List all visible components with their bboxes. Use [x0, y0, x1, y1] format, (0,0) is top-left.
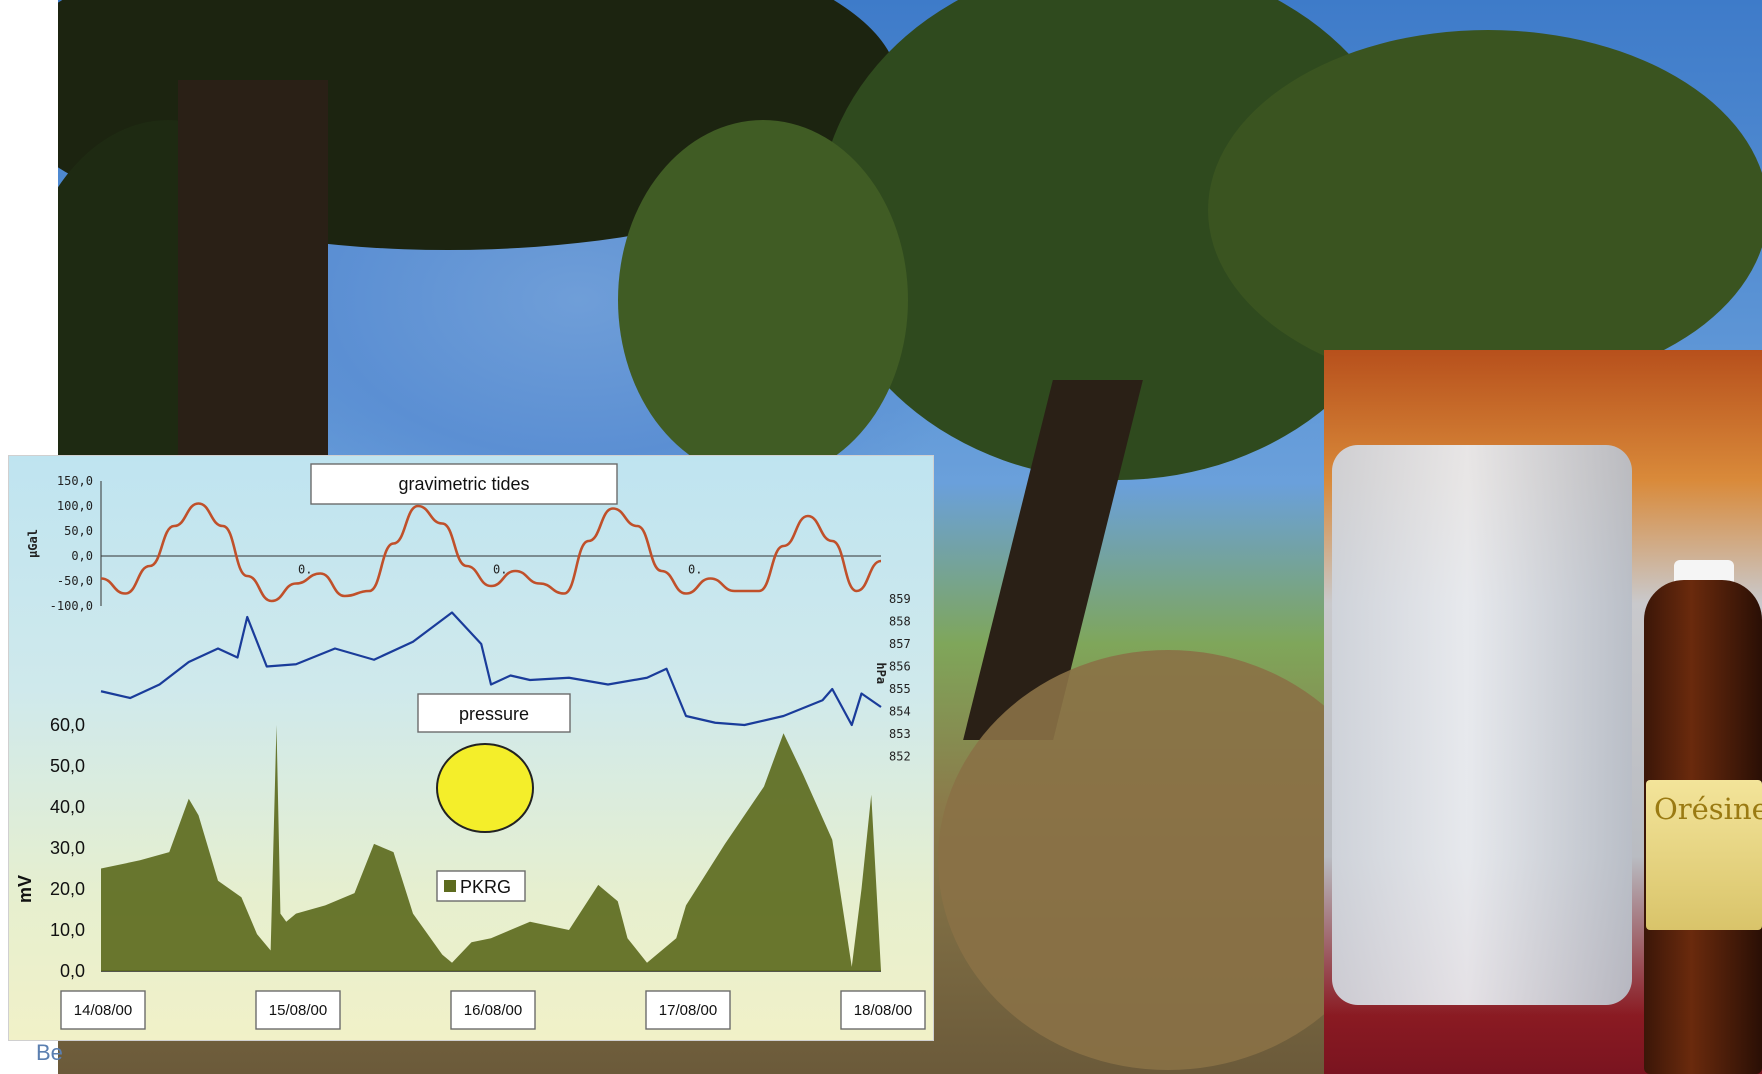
- tides-line: [100, 502, 882, 603]
- date-box: [255, 990, 341, 1030]
- pressure-tick-label: 854: [889, 705, 911, 719]
- pkrg-tick-label: 60,0: [50, 715, 85, 735]
- chart-title: gravimetric tides: [398, 474, 529, 494]
- pkrg-tick-label: 20,0: [50, 879, 85, 899]
- pressure-ylabel: hPa: [874, 662, 888, 684]
- tides-tick-label: -100,0: [50, 599, 93, 613]
- caption-fragment: Be: [36, 1040, 63, 1065]
- pkrg-area: [101, 725, 881, 971]
- pressure-tick-label: 859: [889, 592, 911, 606]
- pressure-tick-label: 855: [889, 682, 911, 696]
- chart-panel: 150,0 100,0 50,0 0,0 -50,0 -100,0 µGal 0. 0. 0. 85…: [8, 455, 934, 1041]
- pressure-tick-label: 852: [889, 750, 911, 764]
- pressure-annotation: pressure: [459, 704, 529, 724]
- pkrg-tick-label: 10,0: [50, 920, 85, 940]
- pressure-tick-label: 857: [889, 637, 911, 651]
- tides-inline-label: 0.: [493, 563, 507, 577]
- date-box: [840, 990, 926, 1030]
- pressure-annotation-box: [417, 693, 571, 733]
- pressure-line: [100, 611, 882, 727]
- tides-tick-label: 100,0: [57, 499, 93, 513]
- bottle-label: [1646, 780, 1762, 930]
- pkrg-tick-label: 50,0: [50, 756, 85, 776]
- tides-tick-label: 50,0: [64, 524, 93, 538]
- legend-swatch-pkrg: [444, 880, 456, 892]
- tides-inline-label: 0.: [688, 563, 702, 577]
- tides-ylabel: µGal: [26, 529, 40, 558]
- pkrg-tick-label: 30,0: [50, 838, 85, 858]
- date-label: 14/08/00: [74, 1002, 132, 1019]
- pkrg-tick-label: 0,0: [60, 961, 85, 981]
- pkrg-ylabel: mV: [15, 875, 35, 903]
- date-label: 17/08/00: [659, 1002, 717, 1019]
- product-photo: Orésine: [1324, 350, 1762, 1074]
- brand-text: Orésine: [1654, 792, 1762, 826]
- date-box: [645, 990, 731, 1030]
- title-box: [310, 463, 618, 505]
- pressure-tick-label: 858: [889, 615, 911, 629]
- tides-tick-label: 150,0: [57, 474, 93, 488]
- tides-inline-label: 0.: [298, 563, 312, 577]
- date-label: 16/08/00: [464, 1002, 522, 1019]
- date-label: 18/08/00: [854, 1002, 912, 1019]
- diffuser-device: [1332, 445, 1632, 1005]
- pkrg-tick-label: 40,0: [50, 797, 85, 817]
- sun-symbol: [436, 743, 534, 833]
- date-label: 15/08/00: [269, 1002, 327, 1019]
- legend-label-pkrg: PKRG: [460, 877, 511, 897]
- forest-photo: [58, 0, 1762, 1074]
- chart-svg: 150,0 100,0 50,0 0,0 -50,0 -100,0 µGal 0. 0. 0. 85…: [15, 463, 926, 1030]
- tides-tick-label: 0,0: [71, 549, 93, 563]
- date-box: [60, 990, 146, 1030]
- date-box: [450, 990, 536, 1030]
- pressure-tick-label: 853: [889, 727, 911, 741]
- tides-tick-label: -50,0: [57, 574, 93, 588]
- pressure-tick-label: 856: [889, 660, 911, 674]
